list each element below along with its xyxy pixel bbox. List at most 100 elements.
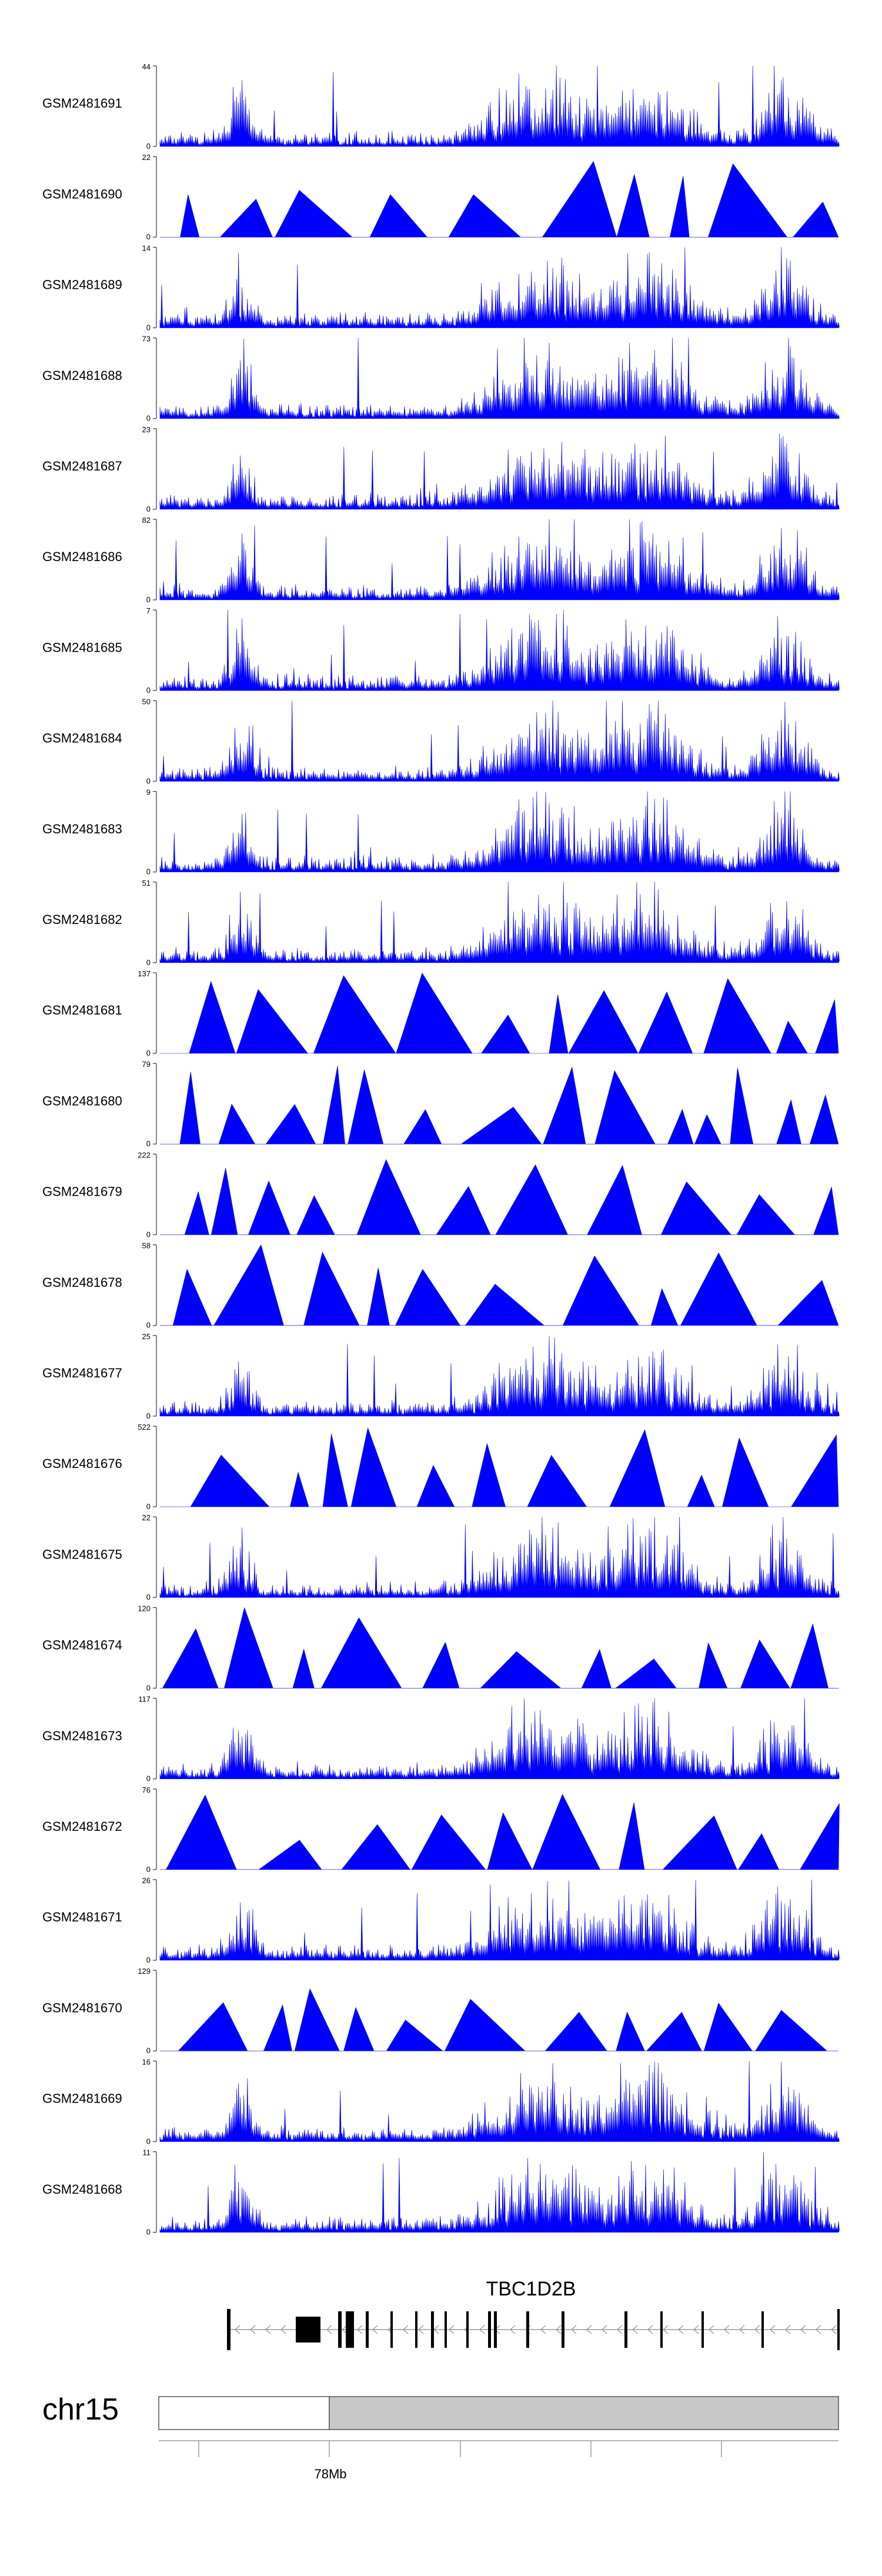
track-GSM2481678: GSM2481678 58 0 <box>42 1242 839 1330</box>
exon <box>366 2311 369 2348</box>
y-max-label: 522 <box>138 1423 151 1432</box>
y-min-label: 0 <box>146 2228 151 2237</box>
y-min-label: 0 <box>146 232 151 241</box>
track-label: GSM2481670 <box>42 2000 122 2015</box>
exon <box>701 2311 704 2348</box>
y-min-label: 0 <box>146 1774 151 1783</box>
exon <box>562 2311 564 2348</box>
track-label: GSM2481680 <box>42 1093 122 1108</box>
track-GSM2481673: GSM2481673 117 0 <box>42 1695 840 1783</box>
exon <box>415 2311 417 2348</box>
y-max-label: 7 <box>146 606 151 615</box>
coverage-area <box>159 2061 840 2142</box>
y-max-label: 129 <box>138 1967 151 1976</box>
strand-arrow <box>724 2325 730 2334</box>
y-max-label: 117 <box>138 1695 151 1704</box>
track-label: GSM2481669 <box>42 2091 122 2106</box>
y-min-label: 0 <box>146 867 151 876</box>
coverage-area <box>159 1336 840 1417</box>
track-GSM2481684: GSM2481684 50 0 <box>42 697 840 785</box>
exon <box>624 2311 627 2348</box>
track-GSM2481677: GSM2481677 25 0 <box>42 1332 840 1420</box>
y-min-label: 0 <box>146 1956 151 1964</box>
y-min-label: 0 <box>146 142 151 151</box>
track-GSM2481688: GSM2481688 73 0 <box>42 335 840 423</box>
coverage-area <box>159 433 840 510</box>
y-min-label: 0 <box>146 1593 151 1601</box>
track-label: GSM2481682 <box>42 912 122 927</box>
coverage-area <box>160 972 839 1054</box>
exon <box>346 2311 354 2348</box>
y-min-label: 0 <box>146 2046 151 2055</box>
ideogram-grey-band <box>329 2396 839 2430</box>
exon <box>488 2311 491 2348</box>
exon <box>431 2311 434 2348</box>
y-max-label: 58 <box>142 1242 151 1250</box>
exon <box>227 2309 230 2350</box>
exon <box>390 2311 393 2348</box>
y-min-label: 0 <box>146 2137 151 2145</box>
coverage-area <box>159 1698 840 1780</box>
track-label: GSM2481674 <box>42 1638 122 1653</box>
track-GSM2481683: GSM2481683 9 0 <box>42 788 840 876</box>
gene-track: TBC1D2B <box>227 2278 840 2350</box>
track-GSM2481674: GSM2481674 120 0 <box>42 1604 838 1692</box>
exon <box>466 2311 469 2348</box>
strand-arrow <box>479 2325 485 2334</box>
gene-label: TBC1D2B <box>486 2278 576 2300</box>
coverage-area <box>159 1879 840 1961</box>
coverage-area <box>159 1517 840 1598</box>
track-GSM2481691: GSM2481691 44 0 <box>42 62 840 151</box>
strand-arrow <box>785 2325 791 2334</box>
exon <box>837 2309 840 2350</box>
track-label: GSM2481678 <box>42 1275 122 1290</box>
track-GSM2481690: GSM2481690 22 0 <box>42 153 839 241</box>
y-max-label: 120 <box>138 1604 151 1613</box>
strand-arrow <box>449 2325 455 2334</box>
track-label: GSM2481684 <box>42 731 122 746</box>
strand-arrow <box>831 2325 837 2334</box>
strand-arrow <box>571 2325 577 2334</box>
exon <box>660 2311 663 2348</box>
coverage-area <box>159 338 840 419</box>
y-min-label: 0 <box>146 1412 151 1420</box>
exon <box>338 2311 342 2348</box>
track-label: GSM2481676 <box>42 1456 122 1471</box>
exon <box>296 2317 320 2343</box>
y-max-label: 73 <box>142 335 151 343</box>
y-max-label: 137 <box>138 969 151 978</box>
exon <box>526 2311 529 2348</box>
strand-arrow <box>265 2325 271 2334</box>
strand-arrow <box>678 2325 684 2334</box>
y-max-label: 82 <box>142 516 151 525</box>
exon <box>445 2311 447 2348</box>
track-label: GSM2481691 <box>42 96 122 111</box>
track-GSM2481685: GSM2481685 7 0 <box>42 606 840 695</box>
strand-arrow <box>709 2325 714 2334</box>
coverage-area <box>160 1244 839 1326</box>
gene-structure <box>227 2309 840 2350</box>
track-GSM2481670: GSM2481670 129 0 <box>42 1967 838 2055</box>
track-GSM2481680: GSM2481680 79 0 <box>42 1060 839 1148</box>
exon <box>494 2311 497 2348</box>
exon <box>761 2311 764 2348</box>
coverage-area <box>159 610 840 691</box>
y-max-label: 22 <box>142 1513 151 1522</box>
y-max-label: 76 <box>142 1786 151 1794</box>
track-GSM2481689: GSM2481689 14 0 <box>42 243 840 332</box>
track-label: GSM2481675 <box>42 1547 122 1561</box>
strand-arrow <box>663 2325 669 2334</box>
coverage-area <box>159 882 840 963</box>
y-max-label: 16 <box>142 2057 151 2066</box>
strand-arrow <box>754 2325 760 2334</box>
coverage-area <box>160 1427 839 1507</box>
y-max-label: 11 <box>143 2148 151 2157</box>
strand-arrow <box>540 2325 546 2334</box>
y-max-label: 9 <box>146 788 151 797</box>
strand-arrow <box>510 2325 516 2334</box>
strand-arrow <box>250 2325 256 2334</box>
strand-arrow <box>556 2325 562 2334</box>
strand-arrow <box>418 2325 424 2334</box>
strand-arrow <box>602 2325 607 2334</box>
track-GSM2481687: GSM2481687 23 0 <box>42 425 840 513</box>
